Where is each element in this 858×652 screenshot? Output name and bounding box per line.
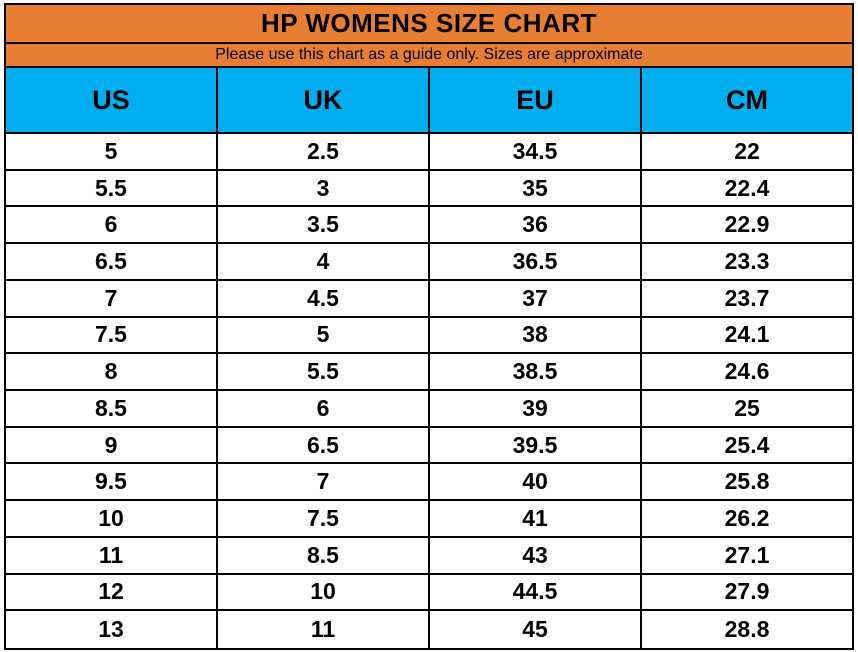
size-cell-eu: 40 [430, 464, 642, 502]
size-cell-eu: 41 [430, 501, 642, 538]
size-cell-uk: 3 [218, 170, 430, 208]
size-cell-uk: 10 [218, 574, 430, 612]
size-cell-uk: 6 [218, 391, 430, 428]
size-cell-cm: 25 [642, 391, 852, 428]
table-row: 10 7.5 41 26.2 [6, 501, 852, 538]
table-row: 8 5.5 38.5 24.6 [6, 354, 852, 392]
size-cell-uk: 4 [218, 244, 430, 281]
column-header-eu: EU [430, 68, 642, 134]
column-header-row: US UK EU CM [6, 68, 852, 134]
size-cell-eu: 45 [430, 611, 642, 649]
size-cell-uk: 2.5 [218, 134, 430, 171]
table-row: 8.5 6 39 25 [6, 391, 852, 428]
size-cell-uk: 6.5 [218, 427, 430, 465]
size-cell-us: 5 [6, 134, 218, 171]
size-cell-cm: 24.6 [642, 354, 852, 392]
size-cell-uk: 3.5 [218, 207, 430, 245]
table-body: 5 2.5 34.5 22 5.5 3 35 22.4 6 3.5 36 22.9 6.5 4 36.5 23… [6, 134, 852, 649]
size-cell-eu: 44.5 [430, 574, 642, 612]
size-cell-cm: 23.3 [642, 244, 852, 281]
table-row: 6.5 4 36.5 23.3 [6, 244, 852, 281]
table-row: 13 11 45 28.8 [6, 611, 852, 649]
table-row: 12 10 44.5 27.9 [6, 574, 852, 612]
size-cell-cm: 26.2 [642, 501, 852, 538]
size-cell-us: 5.5 [6, 170, 218, 208]
size-cell-us: 12 [6, 574, 218, 612]
size-cell-us: 9.5 [6, 464, 218, 502]
size-cell-us: 7 [6, 280, 218, 318]
size-cell-us: 13 [6, 611, 218, 649]
size-cell-eu: 43 [430, 537, 642, 575]
size-cell-eu: 35 [430, 170, 642, 208]
size-cell-eu: 39.5 [430, 427, 642, 465]
column-header-uk: UK [218, 68, 430, 134]
size-cell-cm: 27.9 [642, 574, 852, 612]
size-cell-uk: 4.5 [218, 280, 430, 318]
table-row: 11 8.5 43 27.1 [6, 537, 852, 575]
chart-subtitle-band: Please use this chart as a guide only. S… [6, 44, 852, 68]
table-row: 7.5 5 38 24.1 [6, 317, 852, 355]
column-header-cm: CM [642, 68, 852, 134]
size-cell-us: 11 [6, 537, 218, 575]
size-cell-cm: 25.4 [642, 427, 852, 465]
size-cell-cm: 25.8 [642, 464, 852, 502]
size-cell-cm: 22.9 [642, 207, 852, 245]
size-cell-eu: 34.5 [430, 134, 642, 171]
size-cell-uk: 5 [218, 317, 430, 355]
chart-subtitle: Please use this chart as a guide only. S… [215, 46, 643, 63]
table-row: 5.5 3 35 22.4 [6, 170, 852, 208]
size-cell-eu: 37 [430, 280, 642, 318]
size-cell-cm: 27.1 [642, 537, 852, 575]
size-cell-eu: 38 [430, 317, 642, 355]
size-cell-uk: 11 [218, 611, 430, 649]
size-cell-us: 8 [6, 354, 218, 392]
size-cell-uk: 5.5 [218, 354, 430, 392]
size-cell-cm: 28.8 [642, 611, 852, 649]
size-cell-us: 6 [6, 207, 218, 245]
size-cell-cm: 22 [642, 134, 852, 171]
chart-title-band: HP WOMENS SIZE CHART [6, 5, 852, 44]
size-cell-us: 7.5 [6, 317, 218, 355]
size-cell-eu: 39 [430, 391, 642, 428]
table-row: 7 4.5 37 23.7 [6, 280, 852, 318]
size-cell-us: 8.5 [6, 391, 218, 428]
column-header-us: US [6, 68, 218, 134]
table-row: 5 2.5 34.5 22 [6, 134, 852, 171]
size-cell-uk: 8.5 [218, 537, 430, 575]
table-row: 6 3.5 36 22.9 [6, 207, 852, 245]
size-cell-uk: 7.5 [218, 501, 430, 538]
table-row: 9 6.5 39.5 25.4 [6, 427, 852, 465]
size-cell-cm: 22.4 [642, 170, 852, 208]
size-cell-cm: 23.7 [642, 280, 852, 318]
table-row: 9.5 7 40 25.8 [6, 464, 852, 502]
size-cell-us: 6.5 [6, 244, 218, 281]
size-cell-eu: 38.5 [430, 354, 642, 392]
size-cell-uk: 7 [218, 464, 430, 502]
size-chart-table: HP WOMENS SIZE CHART Please use this cha… [4, 3, 854, 650]
size-cell-us: 9 [6, 427, 218, 465]
page-title: HP WOMENS SIZE CHART [261, 8, 597, 38]
size-cell-cm: 24.1 [642, 317, 852, 355]
size-cell-eu: 36.5 [430, 244, 642, 281]
size-cell-us: 10 [6, 501, 218, 538]
size-cell-eu: 36 [430, 207, 642, 245]
